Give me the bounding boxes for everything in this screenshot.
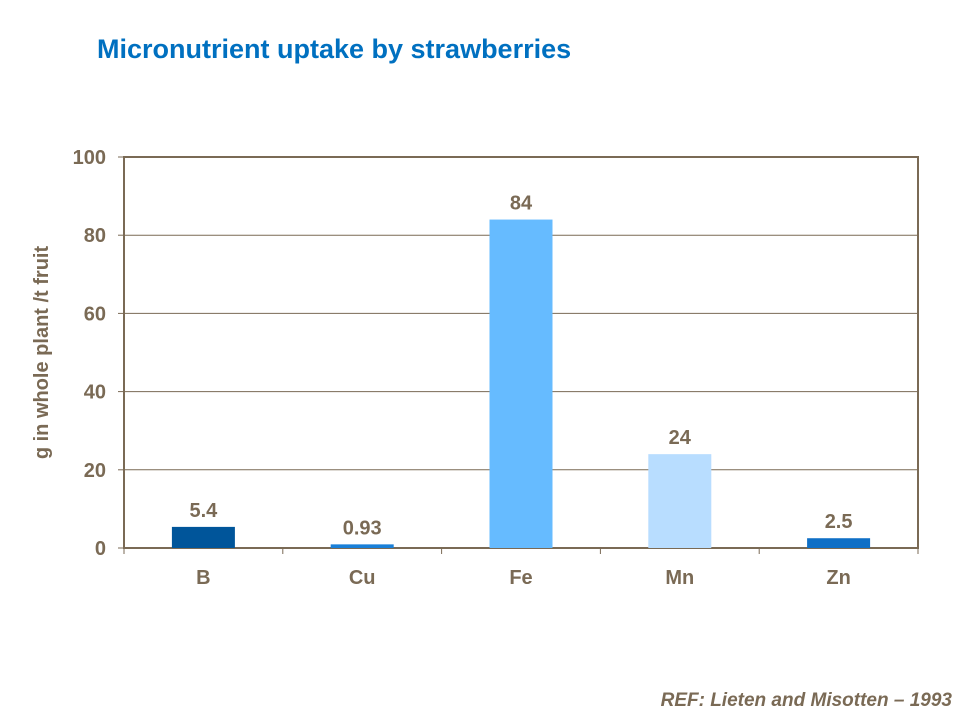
data-label: 84 — [510, 193, 533, 215]
y-tick-label: 0 — [95, 538, 106, 560]
bar-Mn — [648, 454, 712, 548]
data-label: 24 — [669, 427, 692, 449]
bar-Zn — [807, 538, 871, 548]
data-label: 5.4 — [189, 500, 218, 522]
data-label: 2.5 — [825, 511, 853, 533]
x-tick-label: Cu — [349, 567, 376, 589]
x-tick-label: Mn — [665, 567, 694, 589]
y-tick-label: 20 — [84, 460, 106, 482]
y-tick-label: 40 — [84, 382, 106, 404]
reference-note: REF: Lieten and Misotten – 1993 — [660, 690, 952, 711]
y-tick-label: 80 — [84, 225, 106, 247]
x-tick-label: Fe — [509, 567, 532, 589]
y-tick-label: 100 — [73, 147, 106, 169]
data-label: 0.93 — [343, 517, 382, 539]
x-tick-label: Zn — [826, 567, 850, 589]
bar-Cu — [330, 544, 394, 548]
y-tick-label: 60 — [84, 303, 106, 325]
x-tick-label: B — [196, 567, 210, 589]
chart-title: Micronutrient uptake by strawberries — [97, 34, 572, 64]
y-axis-label: g in whole plant /t fruit — [31, 246, 53, 460]
bar-Fe — [489, 219, 553, 548]
bar-B — [171, 526, 235, 548]
